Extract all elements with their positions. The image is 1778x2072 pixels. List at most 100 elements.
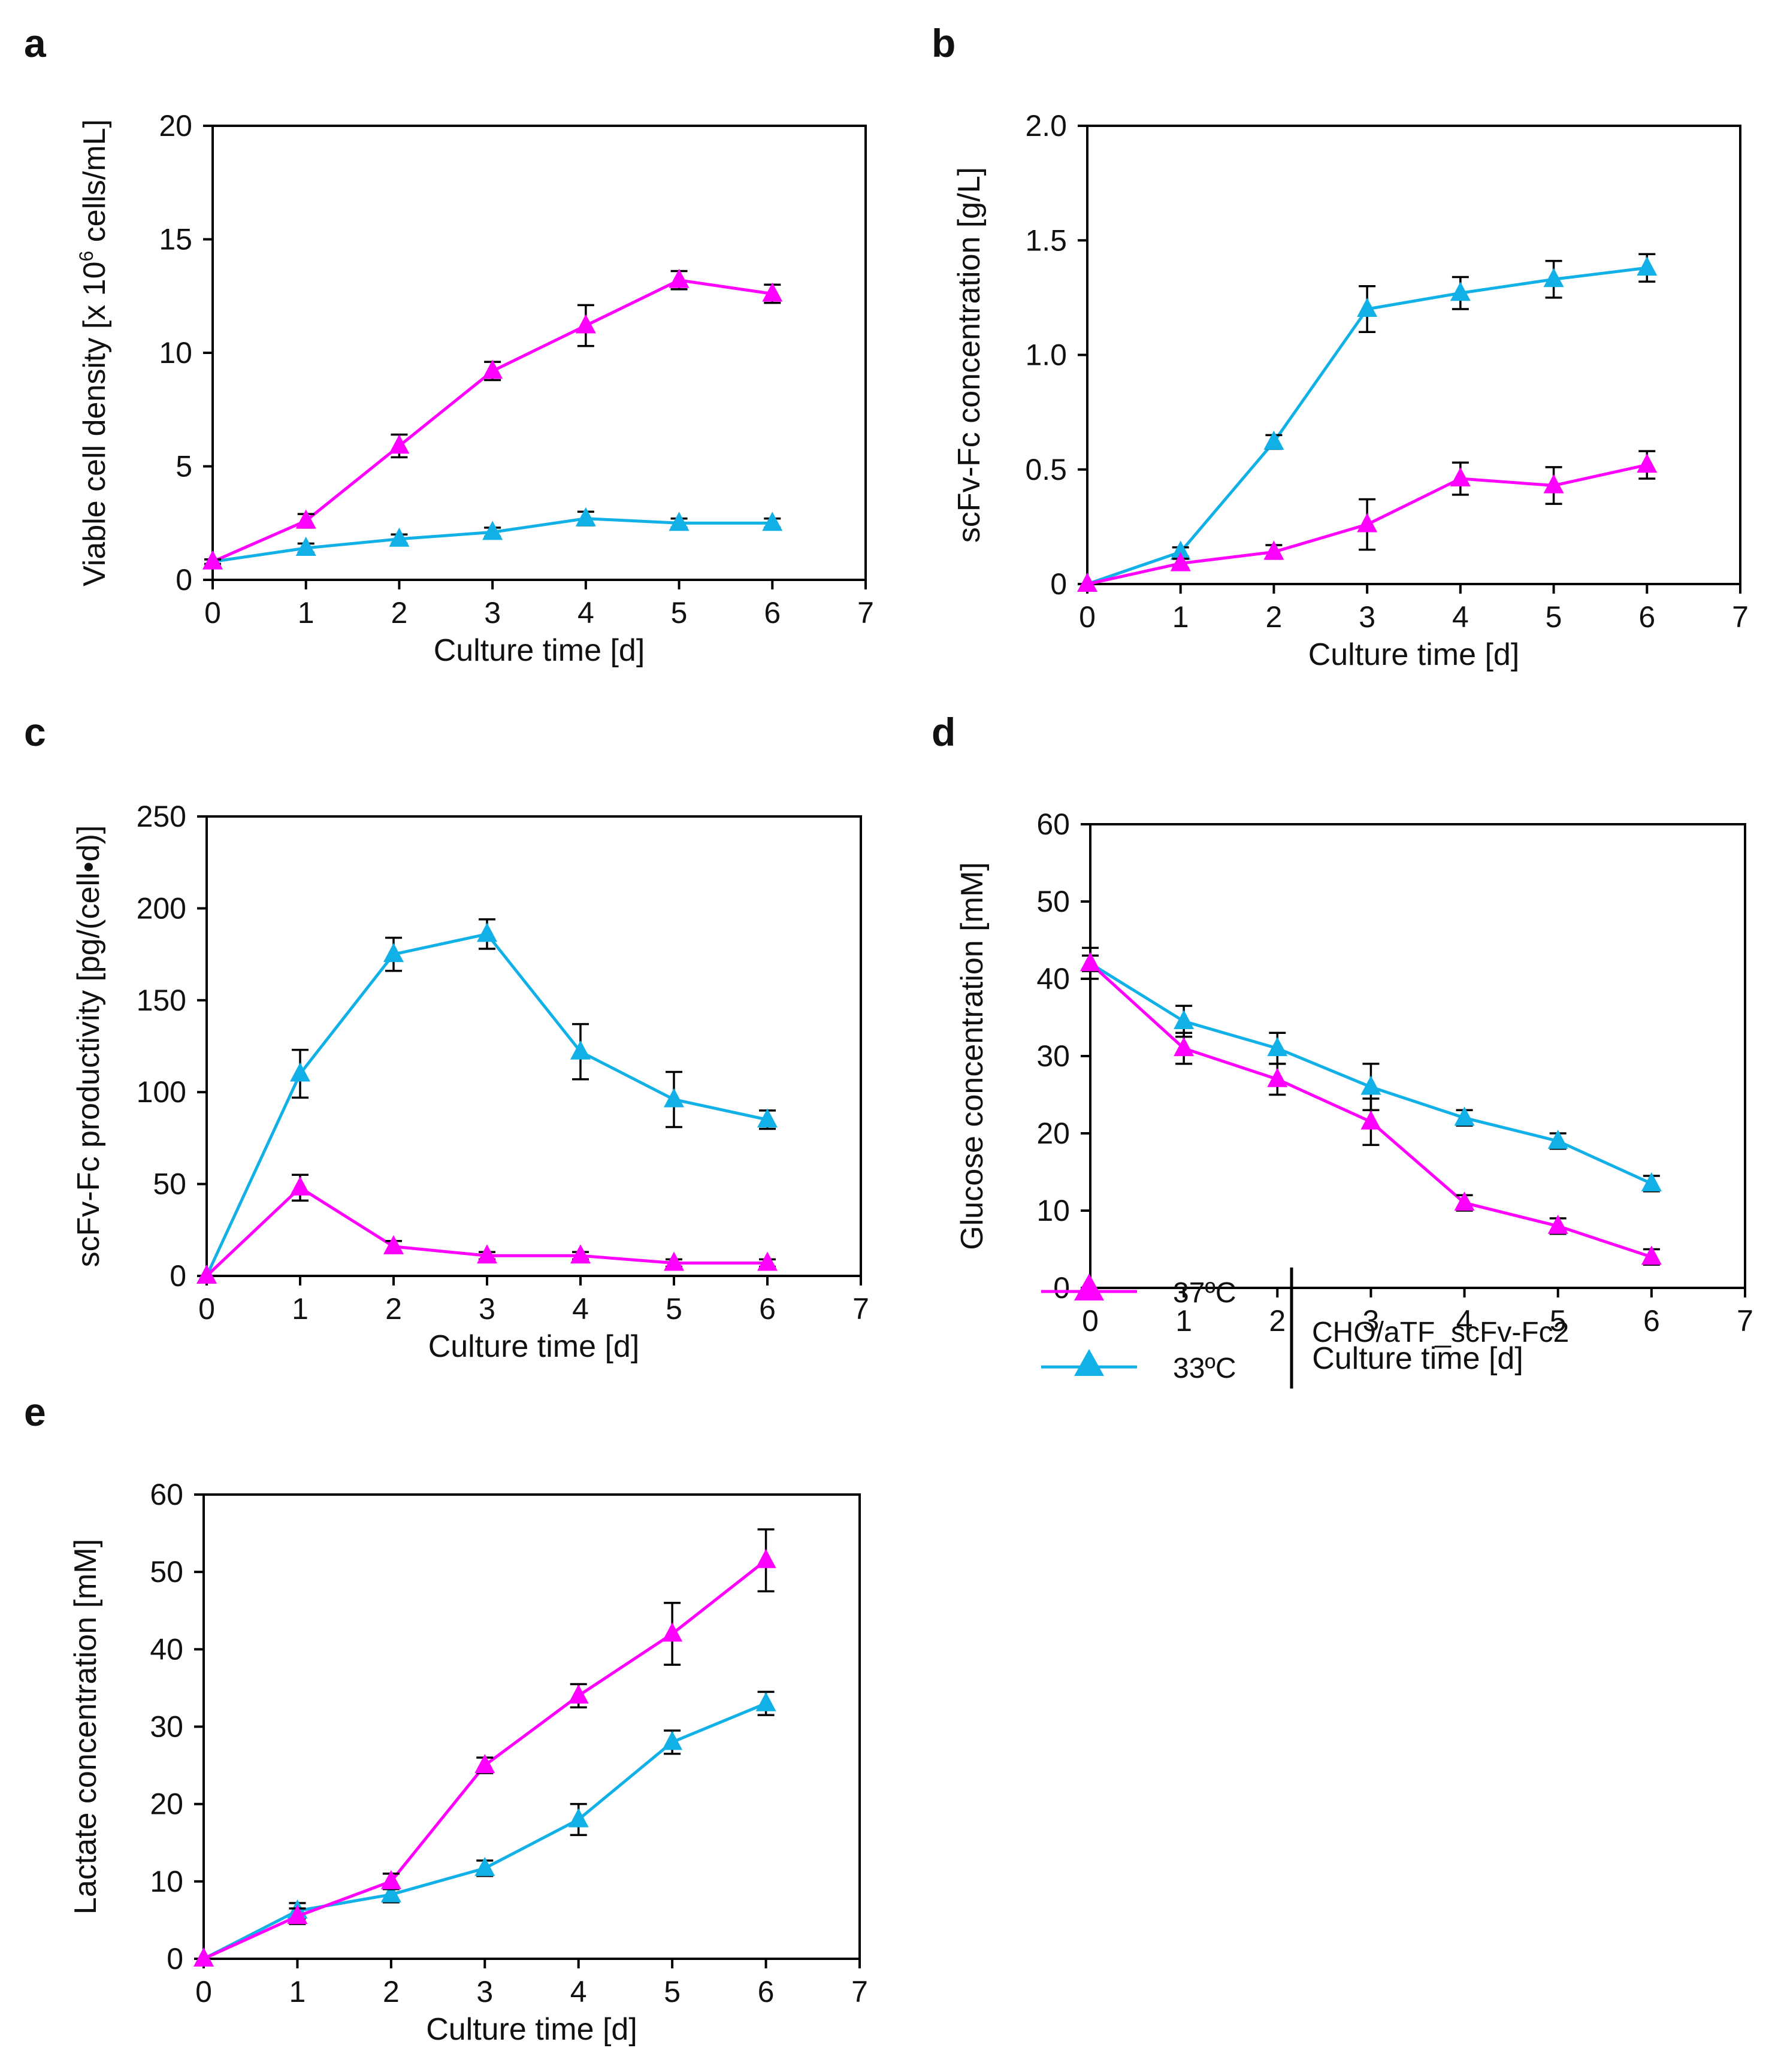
data-point bbox=[1637, 453, 1658, 473]
data-point bbox=[474, 1754, 495, 1774]
data-point bbox=[196, 1265, 217, 1284]
y-tick-label: 50 bbox=[1036, 885, 1070, 918]
data-point bbox=[380, 1870, 401, 1889]
x-tick-label: 6 bbox=[1638, 600, 1655, 634]
x-tick-label: 1 bbox=[292, 1292, 309, 1326]
y-axis-label: scFv-Fc concentration [g/L] bbox=[952, 167, 987, 543]
y-tick-label: 15 bbox=[159, 223, 192, 256]
y-tick-label: 0.5 bbox=[1025, 453, 1067, 486]
data-point bbox=[1454, 1191, 1475, 1211]
x-tick-label: 5 bbox=[664, 1975, 681, 2009]
x-tick-label: 0 bbox=[1082, 1304, 1099, 1338]
data-point bbox=[570, 1040, 591, 1060]
data-point bbox=[755, 1548, 776, 1568]
x-axis-label: Culture time [d] bbox=[1308, 637, 1520, 672]
plot-frame-b bbox=[1086, 125, 1741, 585]
data-point bbox=[389, 527, 410, 547]
data-point bbox=[287, 1904, 308, 1924]
data-point bbox=[290, 1062, 310, 1082]
panel-c: c 0 1 2 3 4 5 6 7 0 50 100 150 200 250 Culture time [d]… bbox=[24, 710, 869, 1364]
data-point bbox=[662, 1622, 683, 1642]
y-tick-label: 10 bbox=[150, 1865, 183, 1898]
data-point bbox=[1543, 268, 1564, 288]
legend-label-33c: 33ºC bbox=[1173, 1353, 1236, 1384]
y-tick-label: 250 bbox=[137, 800, 186, 833]
x-axis-label: Culture time [d] bbox=[1312, 1341, 1523, 1376]
series-37c bbox=[1080, 952, 1662, 1266]
data-point bbox=[762, 282, 783, 302]
y-tick-label: 50 bbox=[153, 1167, 186, 1201]
data-point bbox=[570, 1244, 591, 1264]
panel-b: b 0 1 2 3 4 5 6 7 0 0.5 1.0 1.5 2.0 Culture time [d] sc… bbox=[932, 21, 1749, 672]
x-tick-label: 0 bbox=[1079, 600, 1096, 634]
data-point bbox=[1360, 1075, 1381, 1095]
data-point bbox=[1547, 1129, 1568, 1149]
panel-e: e 0 1 2 3 4 5 6 7 0 10 20 30 40 50 60 Culture time [d] La… bbox=[24, 1390, 868, 2047]
panel-label-a: a bbox=[24, 21, 47, 65]
y-axis-label: Viable cell density [x 106 cells/mL] bbox=[75, 119, 112, 586]
x-tick-label: 4 bbox=[1456, 1304, 1473, 1338]
data-point bbox=[1637, 256, 1658, 276]
data-point bbox=[482, 521, 503, 540]
series-33c bbox=[202, 507, 783, 570]
data-point bbox=[568, 1684, 589, 1704]
panel-label-c: c bbox=[24, 710, 46, 754]
data-point bbox=[193, 1947, 214, 1967]
data-point bbox=[202, 550, 223, 570]
x-tick-label: 5 bbox=[671, 596, 688, 630]
x-tick-label: 2 bbox=[385, 1292, 402, 1326]
series-line bbox=[205, 932, 768, 1277]
x-tick-label: 3 bbox=[1359, 600, 1375, 634]
x-tick-label: 2 bbox=[391, 596, 408, 630]
y-tick-label: 60 bbox=[150, 1478, 183, 1511]
panel-a: a 0 1 2 3 4 5 6 7 0 5 10 15 20 Culture time [d] Viable … bbox=[24, 21, 874, 668]
x-tick-label: 3 bbox=[1363, 1304, 1380, 1338]
plot-frame-a bbox=[211, 125, 867, 581]
x-tick-label: 3 bbox=[476, 1975, 493, 2009]
x-tick-label: 6 bbox=[759, 1292, 776, 1326]
x-tick-label: 2 bbox=[1269, 1304, 1286, 1338]
data-point bbox=[1547, 1214, 1568, 1234]
data-point bbox=[755, 1692, 776, 1711]
data-point bbox=[1641, 1245, 1662, 1265]
y-tick-label: 20 bbox=[1036, 1117, 1070, 1150]
data-point bbox=[482, 359, 503, 379]
y-tick-label: 20 bbox=[150, 1787, 183, 1821]
y-tick-label: 0 bbox=[176, 563, 192, 597]
data-point bbox=[474, 1856, 495, 1876]
x-tick-label: 5 bbox=[666, 1292, 682, 1326]
x-tick-label: 0 bbox=[198, 1292, 215, 1326]
x-tick-label: 1 bbox=[1175, 1304, 1192, 1338]
legend-label-37c: 37ºC bbox=[1173, 1277, 1236, 1309]
y-axis-label: Glucose concentration [mM] bbox=[955, 862, 990, 1250]
data-point bbox=[1267, 1067, 1288, 1087]
data-point bbox=[1450, 282, 1471, 301]
data-point bbox=[757, 1251, 778, 1271]
x-tick-label: 1 bbox=[298, 596, 315, 630]
x-tick-label: 6 bbox=[764, 596, 781, 630]
data-point bbox=[1077, 573, 1097, 592]
x-tick-label: 7 bbox=[851, 1975, 868, 2009]
y-tick-label: 0 bbox=[1050, 567, 1067, 601]
data-point bbox=[1454, 1106, 1475, 1126]
y-tick-label: 100 bbox=[137, 1075, 186, 1109]
data-point bbox=[662, 1731, 683, 1750]
panel-label-d: d bbox=[932, 710, 955, 754]
x-tick-label: 4 bbox=[570, 1975, 587, 2009]
x-tick-label: 7 bbox=[1732, 600, 1749, 634]
y-tick-label: 20 bbox=[159, 109, 192, 143]
data-point bbox=[669, 268, 690, 288]
y-tick-label: 150 bbox=[137, 984, 186, 1017]
x-tick-label: 7 bbox=[1737, 1304, 1753, 1338]
panel-label-e: e bbox=[24, 1390, 46, 1434]
data-point bbox=[295, 536, 316, 556]
series-37c bbox=[196, 1173, 778, 1284]
x-tick-label: 4 bbox=[572, 1292, 589, 1326]
data-point bbox=[477, 922, 497, 942]
data-point bbox=[383, 1235, 404, 1254]
data-point bbox=[389, 434, 410, 454]
data-point bbox=[1263, 540, 1284, 560]
y-tick-label: 0 bbox=[1053, 1271, 1070, 1305]
